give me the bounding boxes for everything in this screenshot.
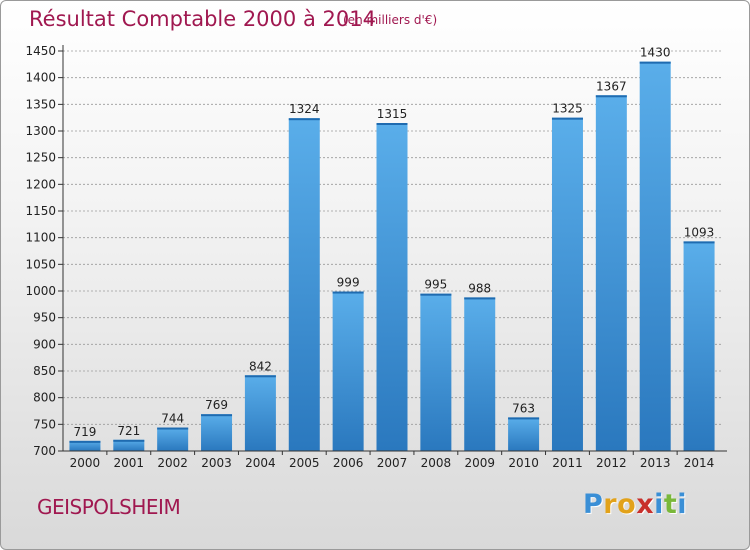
bar-cap bbox=[508, 417, 540, 420]
y-tick-label: 950 bbox=[33, 311, 56, 325]
y-tick-label: 750 bbox=[33, 417, 56, 431]
bar-cap bbox=[639, 61, 671, 64]
value-label: 719 bbox=[73, 425, 96, 439]
bar-2010 bbox=[508, 417, 540, 451]
value-label: 1325 bbox=[552, 102, 583, 116]
bar-2007 bbox=[376, 123, 408, 451]
y-tick-label: 1100 bbox=[25, 231, 56, 245]
value-label: 999 bbox=[337, 276, 360, 290]
bar-cap bbox=[551, 117, 583, 120]
bar-2003 bbox=[201, 414, 233, 451]
value-label: 1430 bbox=[640, 46, 671, 60]
x-tick-label: 2000 bbox=[70, 456, 101, 470]
logo-letter: x bbox=[636, 489, 655, 520]
value-label: 1324 bbox=[289, 102, 320, 116]
bar-cap bbox=[244, 375, 276, 378]
value-label: 744 bbox=[161, 412, 184, 426]
bar-cap bbox=[69, 440, 101, 443]
bar-cap bbox=[683, 241, 715, 244]
bar-cap bbox=[157, 427, 189, 430]
bar-cap bbox=[113, 439, 145, 442]
y-tick-label: 1000 bbox=[25, 284, 56, 298]
y-tick-label: 900 bbox=[33, 337, 56, 351]
bar-cap bbox=[464, 297, 496, 300]
bar-chart: 700 750 800 850 900 950 1000 1050 1100 1150 1200 12… bbox=[25, 44, 727, 470]
y-tick-label: 1350 bbox=[25, 97, 56, 111]
logo-letter: t bbox=[663, 489, 678, 520]
logo-letter: r bbox=[603, 489, 618, 520]
logo-letter: P bbox=[583, 489, 604, 520]
y-tick-label: 800 bbox=[33, 391, 56, 405]
x-tick-label: 2003 bbox=[201, 456, 232, 470]
x-tick-label: 2004 bbox=[245, 456, 276, 470]
value-label: 1367 bbox=[596, 79, 627, 93]
value-label: 995 bbox=[424, 278, 447, 292]
x-tick-label: 2006 bbox=[333, 456, 364, 470]
value-label: 763 bbox=[512, 401, 535, 415]
chart-subtitle: (en milliers d'€) bbox=[343, 13, 438, 27]
bar-2006 bbox=[332, 291, 364, 451]
y-tick-label: 850 bbox=[33, 364, 56, 378]
y-tick-label: 1250 bbox=[25, 151, 56, 165]
value-label: 842 bbox=[249, 359, 272, 373]
y-tick-label: 1150 bbox=[25, 204, 56, 218]
value-label: 1093 bbox=[684, 225, 715, 239]
x-tick-label: 2009 bbox=[464, 456, 495, 470]
x-tick-label: 2011 bbox=[552, 456, 583, 470]
bar-2001 bbox=[113, 439, 145, 451]
bar-cap bbox=[201, 414, 233, 417]
x-tick-label: 2012 bbox=[596, 456, 627, 470]
bar-2005 bbox=[288, 118, 320, 451]
x-tick-label: 2014 bbox=[684, 456, 715, 470]
y-tick-label: 700 bbox=[33, 444, 56, 458]
bar-2012 bbox=[595, 95, 627, 452]
y-tick-label: 1450 bbox=[25, 44, 56, 58]
bar-cap bbox=[595, 95, 627, 98]
value-label: 769 bbox=[205, 398, 228, 412]
bars bbox=[69, 61, 715, 452]
x-tick-label: 2013 bbox=[640, 456, 671, 470]
x-tick-label: 2008 bbox=[421, 456, 452, 470]
bar-cap bbox=[376, 123, 408, 125]
y-tick-label: 1400 bbox=[25, 71, 56, 85]
bar-2004 bbox=[244, 375, 276, 451]
x-tick-label: 2001 bbox=[114, 456, 145, 470]
bar-cap bbox=[420, 293, 452, 296]
value-label: 1315 bbox=[377, 107, 408, 121]
labels: 700 750 800 850 900 950 1000 1050 1100 1150 1200 12… bbox=[25, 44, 714, 470]
x-tick-label: 2005 bbox=[289, 456, 320, 470]
x-tick-label: 2002 bbox=[157, 456, 188, 470]
bar-2013 bbox=[639, 61, 671, 452]
proxiti-logo[interactable]: Proxiti bbox=[583, 489, 687, 520]
value-label: 721 bbox=[117, 424, 140, 438]
bar-2000 bbox=[69, 440, 101, 451]
x-tick-label: 2007 bbox=[377, 456, 408, 470]
commune-name: GEISPOLSHEIM bbox=[37, 495, 181, 519]
y-tick-label: 1050 bbox=[25, 257, 56, 271]
logo-letter: o bbox=[617, 489, 637, 520]
bar-cap bbox=[332, 291, 364, 294]
x-tick-label: 2010 bbox=[508, 456, 539, 470]
y-tick-label: 1300 bbox=[25, 124, 56, 138]
y-tick-label: 1200 bbox=[25, 177, 56, 191]
bar-2002 bbox=[157, 427, 189, 451]
chart-title: Résultat Comptable 2000 à 2014 bbox=[29, 7, 376, 31]
bar-cap bbox=[288, 118, 320, 121]
logo-letter: i bbox=[677, 489, 688, 520]
bar-2014 bbox=[683, 241, 715, 451]
bar-2009 bbox=[464, 297, 496, 451]
axes bbox=[58, 45, 727, 455]
logo-letter: i bbox=[654, 489, 664, 520]
value-label: 988 bbox=[468, 281, 491, 295]
bar-2011 bbox=[551, 117, 583, 452]
bar-2008 bbox=[420, 293, 452, 451]
